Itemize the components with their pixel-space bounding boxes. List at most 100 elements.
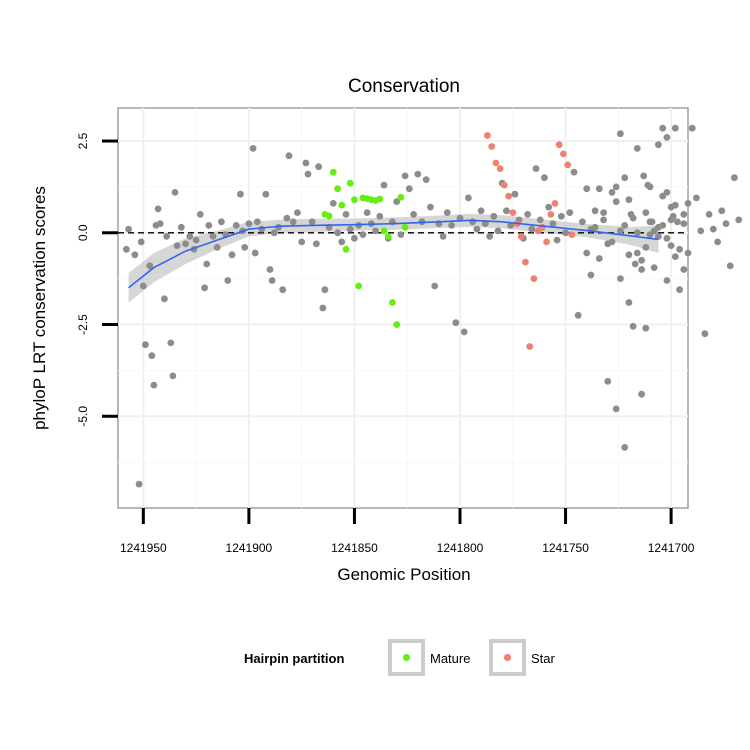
smooth-curve <box>128 219 659 289</box>
point-other <box>289 218 297 226</box>
point-other <box>541 174 548 182</box>
point-star <box>530 275 538 282</box>
point-other <box>279 286 287 294</box>
point-other <box>163 233 171 240</box>
point-other <box>625 196 633 204</box>
point-other <box>583 185 591 193</box>
point-other <box>625 251 633 259</box>
point-other <box>209 233 217 240</box>
point-other <box>591 207 599 215</box>
point-other <box>587 271 595 279</box>
point-other <box>173 242 181 250</box>
point-other <box>566 209 574 217</box>
point-other <box>570 168 578 176</box>
point-other <box>638 266 645 273</box>
point-other <box>334 229 341 237</box>
point-other <box>161 295 168 303</box>
point-other <box>251 249 259 257</box>
point-other <box>684 249 692 257</box>
y-tick-label: 2.5 <box>76 132 90 149</box>
x-axis-title: Genomic Position <box>337 565 470 584</box>
x-tick-label: 1241950 <box>120 541 167 555</box>
point-other <box>258 225 265 233</box>
point-other <box>595 255 603 262</box>
point-other <box>405 185 413 193</box>
point-star <box>484 132 491 139</box>
point-other <box>414 170 422 178</box>
legend: Hairpin partition Mature Star <box>244 639 556 676</box>
point-mature <box>338 201 346 209</box>
point-star <box>560 150 567 158</box>
point-mature <box>376 195 384 203</box>
point-star <box>547 211 555 218</box>
point-other <box>313 240 320 248</box>
x-tick-label: 1241900 <box>226 541 273 555</box>
point-other <box>676 286 683 294</box>
point-other <box>171 189 179 196</box>
point-other <box>422 176 430 184</box>
point-other <box>633 249 641 257</box>
point-other <box>612 198 620 206</box>
x-tick-label: 1241850 <box>331 541 378 555</box>
point-other <box>196 211 204 218</box>
point-other <box>431 282 439 290</box>
point-other <box>456 214 464 222</box>
point-other <box>135 480 143 488</box>
x-axis: 1241950 1241900 1241850 1241800 1241750 12417… <box>120 508 695 555</box>
point-other <box>688 124 696 132</box>
point-mature <box>384 233 392 240</box>
point-other <box>443 209 451 217</box>
point-other <box>228 251 236 259</box>
data-points <box>123 124 743 488</box>
point-other <box>494 227 502 235</box>
point-other <box>650 264 658 271</box>
point-other <box>671 253 679 260</box>
point-other <box>553 236 561 244</box>
point-other <box>503 207 510 215</box>
point-star <box>538 223 546 231</box>
point-other <box>663 134 671 141</box>
point-other <box>359 231 367 239</box>
point-other <box>308 218 316 226</box>
point-other <box>319 304 327 312</box>
point-other <box>481 220 489 228</box>
point-other <box>524 211 531 218</box>
point-other <box>600 209 607 217</box>
point-other <box>726 262 734 270</box>
point-other <box>376 212 384 220</box>
point-other <box>718 207 726 215</box>
point-other <box>617 227 624 235</box>
point-other <box>663 234 671 242</box>
point-other <box>139 282 147 290</box>
point-other <box>684 200 692 207</box>
point-other <box>638 390 645 398</box>
point-other <box>486 233 493 240</box>
point-other <box>574 311 582 319</box>
point-other <box>224 277 232 284</box>
point-other <box>156 220 164 228</box>
point-other <box>617 275 624 282</box>
point-other <box>131 251 139 259</box>
point-other <box>298 238 306 246</box>
point-other <box>507 222 515 229</box>
legend-title: Hairpin partition <box>244 651 344 666</box>
point-other <box>262 190 270 198</box>
point-other <box>372 227 379 235</box>
point-other <box>600 216 607 224</box>
point-other <box>701 330 709 338</box>
x-tick-label: 1241700 <box>648 541 695 555</box>
point-other <box>608 238 616 246</box>
point-other <box>241 244 249 251</box>
point-other <box>511 190 519 198</box>
point-other <box>213 244 221 251</box>
point-other <box>148 352 156 360</box>
point-other <box>621 222 629 229</box>
point-other <box>410 211 417 218</box>
point-other <box>245 220 253 228</box>
point-other <box>237 190 244 198</box>
point-other <box>125 225 132 233</box>
point-star <box>509 209 517 217</box>
point-other <box>528 225 536 233</box>
point-other <box>655 141 662 149</box>
